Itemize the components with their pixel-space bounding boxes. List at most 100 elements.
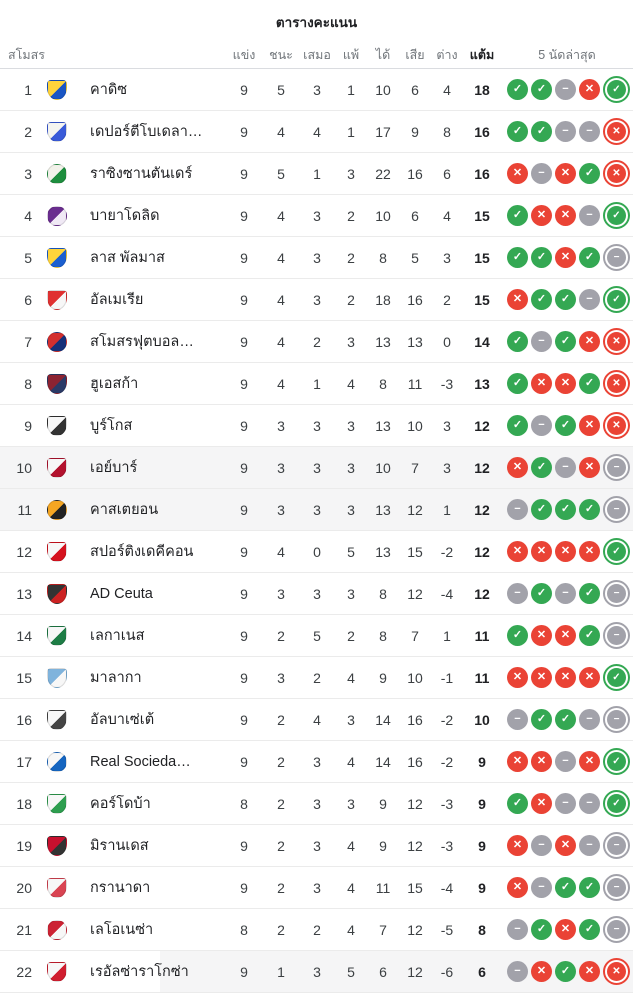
form-icons: ✓ − ✓ ✕ ✕ [501,328,633,355]
table-row[interactable]: 20 กรานาดา 9 2 3 4 11 15 -4 9 ✕ − ✓ ✓ − [0,867,633,909]
goal-diff-value: 3 [443,249,451,266]
form-icons: ✓ − ✓ ✕ ✕ [501,412,633,439]
form-icon-loss: ✕ [607,164,626,183]
lost-value: 3 [347,795,355,812]
table-row[interactable]: 15 มาลากา 9 3 2 4 9 10 -1 11 ✕ ✕ ✕ ✕ ✓ [0,657,633,699]
team-name: อัลบาเซ่เต้ [90,712,155,728]
points-value: 18 [474,81,490,98]
form-icons: ✕ ✓ ✓ − ✓ [501,286,633,313]
lost-value: 3 [347,417,355,434]
played-value: 9 [240,165,248,182]
form-icon-win: ✓ [607,206,626,225]
table-row[interactable]: 16 อัลบาเซ่เต้ 9 2 4 3 14 16 -2 10 − ✓ ✓ − − [0,699,633,741]
played-value: 9 [240,711,248,728]
column-won: ชนะ [269,48,293,62]
form-icon-draw: − [579,205,600,226]
form-icon-draw: − [507,583,528,604]
points-value: 12 [474,501,490,518]
form-icon-latest-ring: − [603,832,630,859]
form-icon-win: ✓ [579,583,600,604]
team-crest-icon [47,457,67,478]
goals-for-value: 9 [379,669,387,686]
table-row[interactable]: 12 สปอร์ติงเดคีคอน 9 4 0 5 13 15 -2 12 ✕… [0,531,633,573]
table-row[interactable]: 10 เอย์บาร์ 9 3 3 3 10 7 3 12 ✕ ✓ − ✕ − [0,447,633,489]
drawn-value: 4 [313,123,321,140]
form-icon-draw: − [555,793,576,814]
team-crest-icon [47,541,67,562]
table-row[interactable]: 13 AD Ceuta 9 3 3 3 8 12 -4 12 − ✓ − ✓ − [0,573,633,615]
table-row[interactable]: 21 เลโอเนซ่า 8 2 2 4 7 12 -5 8 − ✓ ✕ ✓ − [0,909,633,951]
form-icon-draw: − [607,248,626,267]
table-row[interactable]: 2 เดปอร์ตีโบเดลา… 9 4 4 1 17 9 8 16 ✓ ✓ − −… [0,111,633,153]
team-name: คอร์โดบ้า [90,796,151,812]
goals-against-value: 12 [407,837,423,854]
table-row[interactable]: 22 เรอัลซ่าราโกซ่า 9 1 3 5 6 12 -6 6 − ✕ ✓… [0,951,633,993]
form-icon-latest-ring: ✕ [603,370,630,397]
form-icon-draw: − [507,919,528,940]
goal-diff-value: 0 [443,333,451,350]
goals-for-value: 7 [379,921,387,938]
form-icon-draw: − [607,626,626,645]
table-row[interactable]: 19 มิรานเดส 9 2 3 4 9 12 -3 9 ✕ − ✕ − − [0,825,633,867]
points-value: 9 [478,795,486,812]
form-icon-latest-ring: ✓ [603,76,630,103]
form-icon-loss: ✕ [531,205,552,226]
won-value: 1 [277,963,285,980]
goals-against-value: 16 [407,753,423,770]
form-icon-draw: − [607,710,626,729]
lost-value: 2 [347,207,355,224]
table-row[interactable]: 6 อัลเมเรีย 9 4 3 2 18 16 2 15 ✕ ✓ ✓ − ✓ [0,279,633,321]
form-icon-latest-ring: ✓ [603,538,630,565]
column-goals-against: เสีย [405,48,425,62]
form-icon-loss: ✕ [579,961,600,982]
table-row[interactable]: 17 Real Socieda… 9 2 3 4 14 16 -2 9 ✕ ✕ − ✕… [0,741,633,783]
table-row[interactable]: 8 ฮูเอสก้า 9 4 1 4 8 11 -3 13 ✓ ✕ ✕ ✓ ✕ [0,363,633,405]
table-row[interactable]: 5 ลาส พัลมาส 9 4 3 2 8 5 3 15 ✓ ✓ ✕ ✓ − [0,237,633,279]
team-crest-icon [47,415,67,436]
table-row[interactable]: 14 เลกาเนส 9 2 5 2 8 7 1 11 ✓ ✕ ✕ ✓ − [0,615,633,657]
crest-cell [40,793,74,814]
points-value: 8 [478,921,486,938]
points-value: 9 [478,837,486,854]
goals-for-value: 22 [375,165,391,182]
rank: 4 [24,207,32,224]
points-value: 11 [474,669,490,686]
form-icon-loss: ✕ [579,541,600,562]
points-value: 12 [474,543,490,560]
goal-diff-value: 3 [443,417,451,434]
drawn-value: 3 [313,459,321,476]
form-icon-loss: ✕ [507,751,528,772]
played-value: 9 [240,669,248,686]
played-value: 9 [240,207,248,224]
goals-for-value: 6 [379,963,387,980]
drawn-value: 5 [313,627,321,644]
form-icon-latest-ring: ✓ [603,202,630,229]
goal-diff-value: -2 [440,753,454,770]
table-row[interactable]: 11 คาสเตยอน 9 3 3 3 13 12 1 12 − ✓ ✓ ✓ − [0,489,633,531]
column-goals-for: ได้ [375,48,391,62]
team-crest-icon [47,877,67,898]
played-value: 9 [240,459,248,476]
form-icon-latest-ring: − [603,580,630,607]
table-row[interactable]: 9 บูร์โกส 9 3 3 3 13 10 3 12 ✓ − ✓ ✕ ✕ [0,405,633,447]
team-crest-icon [47,751,67,772]
form-icon-win: ✓ [607,668,626,687]
table-row[interactable]: 4 บายาโดลิด 9 4 3 2 10 6 4 15 ✓ ✕ ✕ − ✓ [0,195,633,237]
goals-against-value: 5 [411,249,419,266]
crest-cell [40,499,74,520]
drawn-value: 3 [313,879,321,896]
goals-against-value: 15 [407,879,423,896]
form-icon-draw: − [555,583,576,604]
form-icon-loss: ✕ [579,79,600,100]
table-row[interactable]: 1 คาดิซ 9 5 3 1 10 6 4 18 ✓ ✓ − ✕ ✓ [0,69,633,111]
form-icon-draw: − [507,709,528,730]
crest-cell [40,961,74,982]
table-row[interactable]: 18 คอร์โดบ้า 8 2 3 3 9 12 -3 9 ✓ ✕ − − ✓ [0,783,633,825]
won-value: 2 [277,753,285,770]
goal-diff-value: -3 [440,795,454,812]
crest-cell [40,667,74,688]
form-icon-draw: − [531,163,552,184]
table-row[interactable]: 3 ราซิงซานตันเดร์ 9 5 1 3 22 16 6 16 ✕ − ✕… [0,153,633,195]
table-row[interactable]: 7 สโมสรฟุตบอล… 9 4 2 3 13 13 0 14 ✓ − ✓ ✕ ✕ [0,321,633,363]
